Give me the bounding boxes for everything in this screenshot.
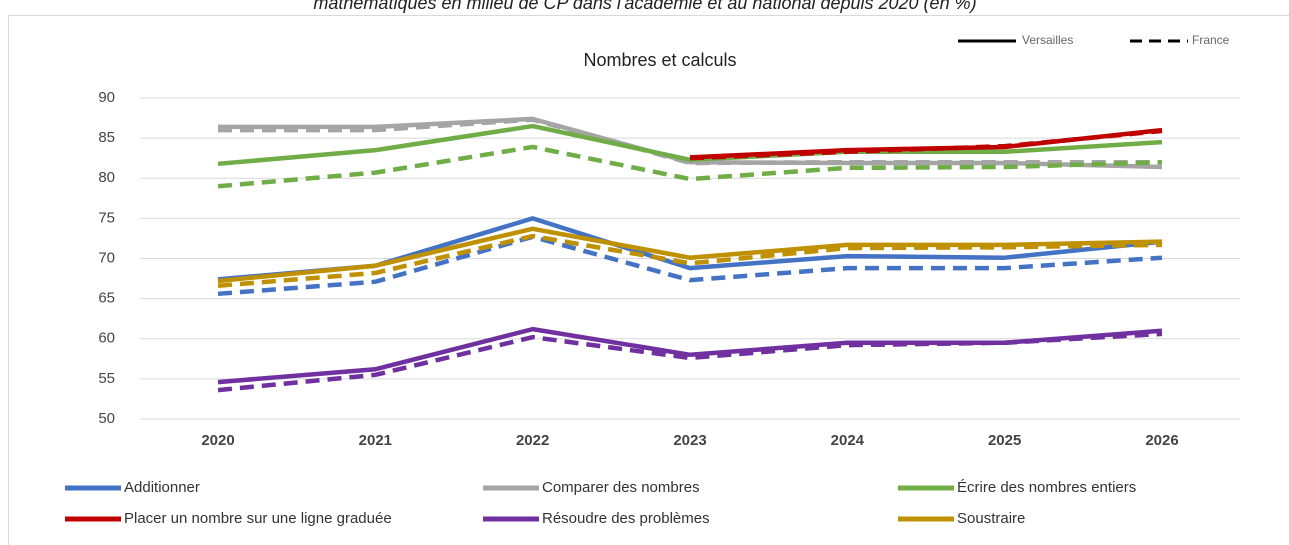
y-tick-label: 65: [98, 290, 115, 307]
y-tick-label: 75: [98, 209, 115, 226]
legend-label: Placer un nombre sur une ligne graduée: [124, 510, 392, 527]
x-tick-label: 2021: [359, 432, 392, 449]
series-line: [217, 123, 1163, 167]
style-legend-label: Versailles: [1022, 33, 1073, 47]
legend-label: Soustraire: [957, 510, 1025, 527]
x-tick-label: 2024: [831, 432, 865, 449]
y-tick-label: 55: [98, 370, 115, 387]
page-title: mathématiques en milieu de CP dans l'aca…: [313, 0, 976, 13]
x-tick-label: 2020: [201, 432, 234, 449]
x-tick-label: 2022: [516, 432, 549, 449]
y-tick-label: 80: [98, 169, 115, 186]
legend-label: Additionner: [124, 479, 200, 496]
x-tick-label: 2025: [988, 432, 1021, 449]
series-line: [217, 216, 1163, 282]
x-tick-label: 2023: [673, 432, 706, 449]
legend-label: Résoudre des problèmes: [542, 510, 710, 527]
series-line: [217, 233, 1163, 289]
series-line: [217, 331, 1163, 393]
x-tick-label: 2026: [1145, 432, 1178, 449]
y-tick-label: 90: [98, 89, 115, 106]
series-line: [217, 234, 1163, 297]
chart-title: Nombres et calculs: [583, 50, 736, 70]
style-legend-label: France: [1192, 33, 1230, 47]
legend-label: Écrire des nombres entiers: [957, 479, 1136, 496]
legend-label: Comparer des nombres: [542, 479, 700, 496]
y-tick-label: 50: [98, 410, 115, 427]
y-tick-label: 70: [98, 249, 115, 266]
series-line: [218, 117, 1162, 166]
series-line: [217, 226, 1163, 284]
y-tick-label: 60: [98, 330, 115, 347]
y-tick-label: 85: [98, 129, 115, 146]
series-line: [217, 144, 1163, 189]
chart-frame: [8, 15, 1289, 545]
series-line: [689, 128, 1163, 161]
